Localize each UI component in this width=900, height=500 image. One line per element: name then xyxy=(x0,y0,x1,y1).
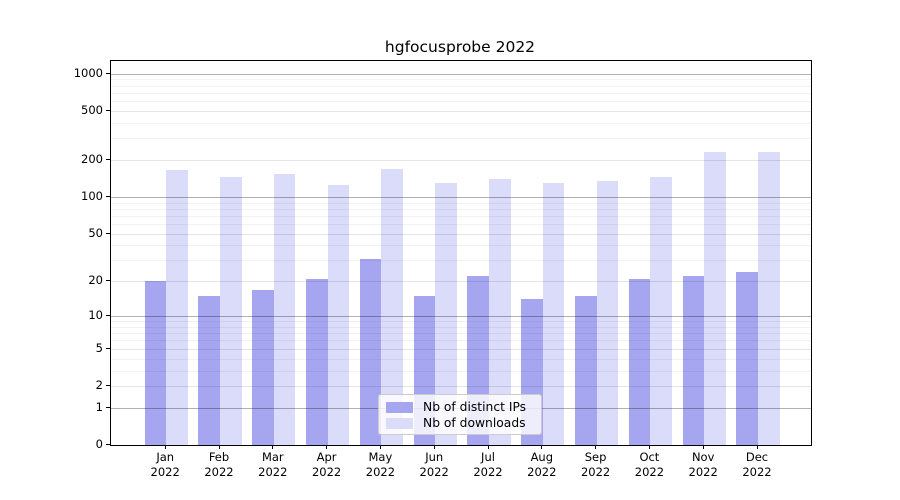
bar-downloads-sep xyxy=(596,180,619,445)
legend-label-downloads: Nb of downloads xyxy=(423,416,526,430)
bar-downloads-apr xyxy=(327,185,350,445)
legend-swatch-distinct-ips xyxy=(386,401,413,413)
bar-downloads-may xyxy=(381,168,403,445)
x-tick-label-dec: Dec 2022 xyxy=(742,450,772,479)
y-tick-label-5: 5 xyxy=(95,340,103,355)
legend-swatch-downloads xyxy=(386,417,413,429)
x-tick-label-may: May 2022 xyxy=(365,450,396,479)
plot-area xyxy=(110,60,812,446)
bar-distinct-ips-dec xyxy=(736,271,758,445)
y-tick-label-1000: 1000 xyxy=(73,65,103,80)
bar-downloads-oct xyxy=(650,176,672,445)
bar-distinct-ips-jan xyxy=(144,281,167,445)
bar-downloads-aug xyxy=(542,182,565,445)
y-tick-label-0: 0 xyxy=(95,437,103,451)
x-axis: Jan 2022 Feb 2022 Mar 2022 Apr 2022 May 2022… xyxy=(110,450,810,490)
x-tick-label-mar: Mar 2022 xyxy=(258,450,288,479)
legend: Nb of distinct IPs Nb of downloads xyxy=(378,394,542,435)
x-tick-label-jan: Jan 2022 xyxy=(150,450,180,479)
x-tick-label-jun: Jun 2022 xyxy=(419,450,449,479)
bar-distinct-ips-mar xyxy=(252,289,274,445)
y-tick-label-10: 10 xyxy=(88,308,103,323)
bar-distinct-ips-nov xyxy=(682,276,705,445)
bar-distinct-ips-may xyxy=(359,258,382,445)
bar-downloads-jan xyxy=(166,169,188,445)
y-tick-label-20: 20 xyxy=(88,273,103,288)
bar-downloads-jul xyxy=(489,178,511,445)
bar-distinct-ips-oct xyxy=(628,278,651,445)
bar-downloads-jun xyxy=(435,182,457,445)
bar-distinct-ips-apr xyxy=(306,278,328,445)
x-tick-label-apr: Apr 2022 xyxy=(311,450,342,479)
y-axis: 0 1 2 5 10 20 50 100 200 500 1000 xyxy=(0,60,103,452)
x-tick-label-nov: Nov 2022 xyxy=(688,450,718,479)
y-tick-label-50: 50 xyxy=(88,225,103,240)
x-tick-label-jul: Jul 2022 xyxy=(473,450,503,479)
legend-item-downloads: Nb of downloads xyxy=(386,415,535,431)
x-tick-label-feb: Feb 2022 xyxy=(204,450,234,479)
bar-downloads-dec xyxy=(758,151,780,445)
y-tick-label-1: 1 xyxy=(95,399,103,414)
y-tick-label-2: 2 xyxy=(95,377,103,392)
bar-downloads-feb xyxy=(220,176,242,445)
y-tick-label-100: 100 xyxy=(81,188,103,203)
bars-layer xyxy=(111,61,811,445)
legend-label-distinct-ips: Nb of distinct IPs xyxy=(423,400,527,414)
x-tick-label-sep: Sep 2022 xyxy=(580,450,611,479)
x-tick-label-aug: Aug 2022 xyxy=(527,450,557,479)
bar-distinct-ips-sep xyxy=(575,295,597,445)
bar-downloads-nov xyxy=(704,151,726,445)
legend-item-distinct-ips: Nb of distinct IPs xyxy=(386,399,535,415)
chart-title: hgfocusprobe 2022 xyxy=(384,38,536,56)
bar-distinct-ips-feb xyxy=(198,295,220,445)
y-tick-label-500: 500 xyxy=(81,102,103,117)
y-tick-label-200: 200 xyxy=(81,151,103,166)
bar-downloads-mar xyxy=(273,173,296,445)
x-tick-label-oct: Oct 2022 xyxy=(634,450,665,479)
